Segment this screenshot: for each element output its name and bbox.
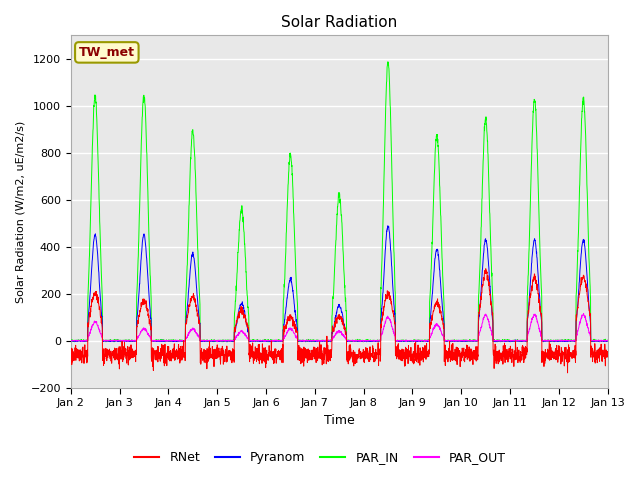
Pyranom bbox=[380, 274, 388, 280]
RNet bbox=[131, 350, 138, 356]
RNet bbox=[82, 354, 90, 360]
Line: PAR_OUT: PAR_OUT bbox=[71, 313, 607, 341]
PAR_OUT bbox=[67, 337, 75, 343]
PAR_OUT bbox=[212, 338, 220, 344]
RNet bbox=[380, 308, 387, 313]
PAR_OUT bbox=[131, 338, 138, 344]
RNet bbox=[482, 266, 490, 272]
Legend: RNet, Pyranom, PAR_IN, PAR_OUT: RNet, Pyranom, PAR_IN, PAR_OUT bbox=[129, 446, 511, 469]
PAR_IN bbox=[82, 337, 90, 343]
PAR_IN bbox=[67, 337, 75, 343]
Pyranom bbox=[439, 308, 447, 313]
Line: PAR_IN: PAR_IN bbox=[71, 62, 607, 342]
PAR_OUT bbox=[82, 337, 90, 343]
Pyranom bbox=[67, 338, 75, 344]
PAR_OUT bbox=[508, 338, 515, 344]
PAR_OUT bbox=[438, 333, 446, 338]
RNet bbox=[67, 353, 75, 359]
Pyranom bbox=[131, 338, 138, 344]
Title: Solar Radiation: Solar Radiation bbox=[281, 15, 397, 30]
Y-axis label: Solar Radiation (W/m2, uE/m2/s): Solar Radiation (W/m2, uE/m2/s) bbox=[15, 120, 25, 302]
PAR_IN bbox=[508, 338, 515, 344]
Pyranom bbox=[508, 338, 515, 344]
Text: TW_met: TW_met bbox=[79, 46, 135, 59]
Pyranom bbox=[531, 237, 538, 242]
PAR_OUT bbox=[604, 337, 611, 343]
PAR_IN bbox=[384, 59, 392, 65]
RNet bbox=[604, 352, 611, 358]
PAR_IN bbox=[604, 338, 611, 344]
PAR_OUT bbox=[531, 312, 538, 318]
Line: RNet: RNet bbox=[71, 269, 607, 373]
X-axis label: Time: Time bbox=[324, 414, 355, 427]
RNet bbox=[564, 370, 572, 376]
PAR_IN bbox=[531, 97, 538, 103]
PAR_IN bbox=[131, 338, 139, 344]
PAR_OUT bbox=[380, 324, 388, 330]
PAR_IN bbox=[102, 339, 110, 345]
RNet bbox=[508, 357, 515, 362]
Pyranom bbox=[604, 338, 611, 344]
RNet bbox=[531, 275, 538, 280]
Line: Pyranom: Pyranom bbox=[71, 226, 607, 342]
PAR_OUT bbox=[580, 311, 588, 316]
Pyranom bbox=[384, 223, 392, 229]
PAR_IN bbox=[380, 180, 388, 186]
Pyranom bbox=[266, 339, 274, 345]
RNet bbox=[438, 315, 446, 321]
Pyranom bbox=[82, 338, 90, 344]
PAR_IN bbox=[439, 271, 447, 277]
